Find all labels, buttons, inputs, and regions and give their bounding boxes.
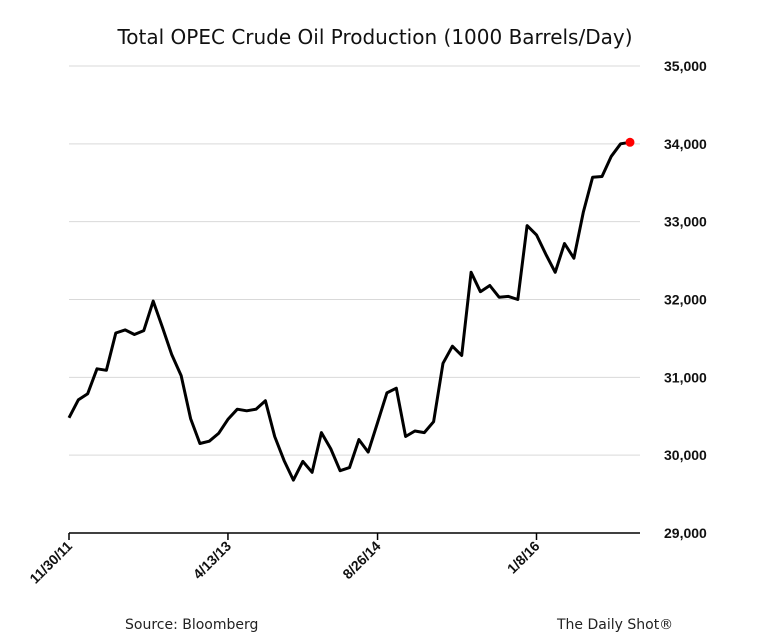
x-tick-label: 8/26/14 <box>339 538 383 582</box>
y-tick-label: 32,000 <box>664 292 707 308</box>
y-tick-label: 33,000 <box>664 214 707 230</box>
x-tick-label: 1/8/16 <box>504 538 543 577</box>
latest-value-marker <box>625 137 635 147</box>
y-tick-label: 29,000 <box>664 525 707 541</box>
x-axis-ticks: 11/30/11 4/13/13 8/26/14 1/8/16 <box>26 533 543 587</box>
y-tick-label: 34,000 <box>664 136 707 152</box>
series-line <box>67 140 631 482</box>
grid-lines <box>69 65 640 456</box>
x-tick-label: 11/30/11 <box>26 538 75 587</box>
y-axis-tick-labels: 29,000 30,000 31,000 32,000 33,000 34,000 35,0… <box>664 58 707 541</box>
y-tick-label: 30,000 <box>664 447 707 463</box>
brand-label: The Daily Shot® <box>556 617 673 633</box>
y-tick-label: 35,000 <box>664 58 707 74</box>
chart-title: Total OPEC Crude Oil Production (1000 Ba… <box>116 25 632 49</box>
y-tick-label: 31,000 <box>664 369 707 385</box>
x-tick-label: 4/13/13 <box>190 538 234 582</box>
source-label: Source: Bloomberg <box>125 617 258 633</box>
